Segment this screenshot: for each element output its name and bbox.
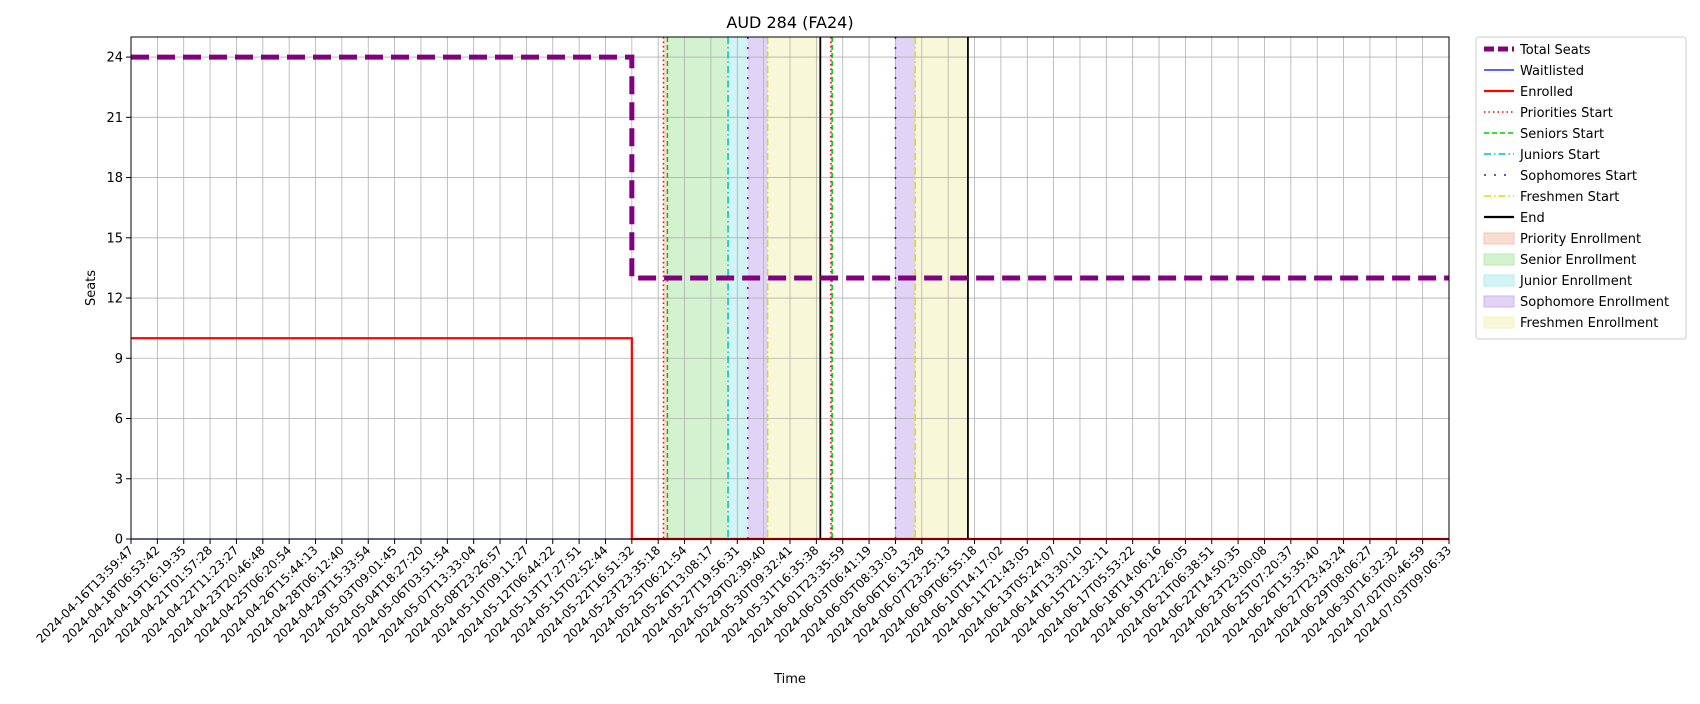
series-total-seats bbox=[131, 54, 1449, 281]
legend-swatch-priority-enrollment bbox=[1483, 232, 1515, 245]
y-axis-label: Seats bbox=[84, 270, 99, 306]
legend-label-priority-enrollment: Priority Enrollment bbox=[1520, 232, 1641, 247]
span-freshmen-enrollment bbox=[767, 37, 821, 539]
y-tick-label: 9 bbox=[115, 352, 123, 367]
legend-swatch-sophomore-enrollment bbox=[1483, 295, 1515, 308]
y-tick-label: 0 bbox=[115, 533, 123, 548]
span-junior-enrollment bbox=[728, 37, 748, 539]
legend-swatch-junior-enrollment bbox=[1483, 274, 1515, 287]
chart-title: AUD 284 (FA24) bbox=[726, 13, 853, 32]
legend-swatch-freshmen-enrollment bbox=[1483, 316, 1515, 329]
legend: Total Seats Waitlisted Enrolled Priorities … bbox=[1475, 36, 1687, 340]
legend-swatch-senior-enrollment bbox=[1483, 253, 1515, 266]
span-sophomore-enrollment bbox=[747, 37, 768, 539]
legend-label-senior-enrollment: Senior Enrollment bbox=[1520, 253, 1636, 268]
span-freshmen-enrollment bbox=[915, 37, 968, 539]
legend-box bbox=[1475, 36, 1687, 340]
legend-label-freshmen-start: Freshmen Start bbox=[1520, 190, 1619, 205]
legend-label-end: End bbox=[1520, 211, 1545, 226]
legend-label-enrolled: Enrolled bbox=[1520, 85, 1573, 100]
y-tick-label: 18 bbox=[106, 171, 123, 186]
y-tick-label: 15 bbox=[106, 231, 123, 246]
legend-label-sophomores-start: Sophomores Start bbox=[1520, 169, 1637, 184]
y-tick-label: 24 bbox=[106, 51, 123, 66]
y-tick-label: 6 bbox=[115, 412, 123, 427]
legend-label-total-seats: Total Seats bbox=[1519, 43, 1591, 58]
span-sophomore-enrollment bbox=[895, 37, 916, 539]
x-axis-label: Time bbox=[773, 672, 806, 687]
legend-label-seniors-start: Seniors Start bbox=[1520, 127, 1604, 142]
y-tick-label: 3 bbox=[115, 472, 123, 487]
span-senior-enrollment bbox=[667, 37, 729, 539]
y-tick-label: 12 bbox=[106, 292, 123, 307]
legend-label-priorities-start: Priorities Start bbox=[1520, 106, 1613, 121]
legend-label-juniors-start: Juniors Start bbox=[1519, 148, 1600, 163]
legend-label-sophomore-enrollment: Sophomore Enrollment bbox=[1520, 295, 1669, 310]
y-tick-label: 21 bbox=[106, 111, 123, 126]
legend-label-waitlisted: Waitlisted bbox=[1520, 64, 1584, 79]
legend-label-freshmen-enrollment: Freshmen Enrollment bbox=[1520, 316, 1658, 331]
legend-label-junior-enrollment: Junior Enrollment bbox=[1519, 274, 1632, 289]
span-priority-enrollment bbox=[663, 37, 668, 539]
